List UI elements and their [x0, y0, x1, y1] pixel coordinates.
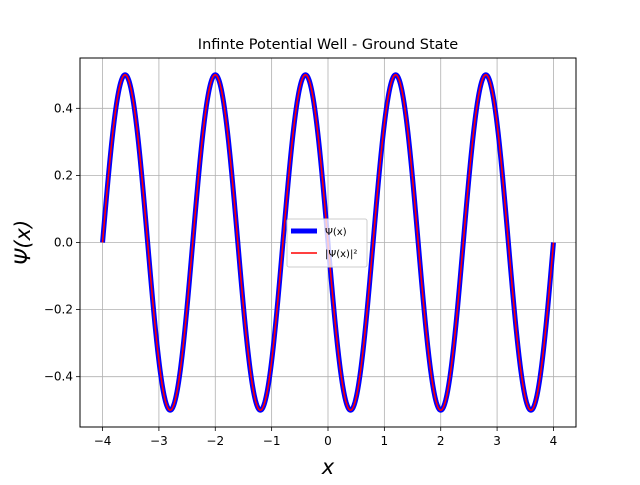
y-tick-label: 0.0 [54, 236, 73, 250]
legend: Ψ(x) |Ψ(x)|² [286, 218, 368, 268]
y-tick-label: 0.2 [54, 168, 73, 182]
legend-label-psi-squared: |Ψ(x)|² [325, 249, 357, 260]
x-tick-label: −4 [94, 434, 112, 448]
y-tick-label: 0.4 [54, 101, 73, 115]
x-tick-label: 3 [493, 434, 501, 448]
y-tick-label: −0.4 [44, 370, 73, 384]
y-tick-label: −0.2 [44, 303, 73, 317]
chart-title: Infinte Potential Well - Ground State [198, 37, 458, 53]
y-axis-label: Ψ(x) [11, 220, 35, 265]
x-tick-label: 0 [324, 434, 332, 448]
x-axis-label: x [321, 455, 335, 479]
x-tick-label: −3 [150, 434, 168, 448]
x-tick-label: 1 [381, 434, 389, 448]
x-tick-label: 4 [550, 434, 558, 448]
tick-layer: −4 −3 −2 −1 0 1 2 3 4 −0.4 −0.2 0.0 0.2 0.4 [44, 101, 557, 448]
x-tick-label: −1 [263, 434, 281, 448]
x-tick-label: −2 [206, 434, 224, 448]
x-tick-label: 2 [437, 434, 445, 448]
legend-label-psi: Ψ(x) [325, 227, 347, 238]
